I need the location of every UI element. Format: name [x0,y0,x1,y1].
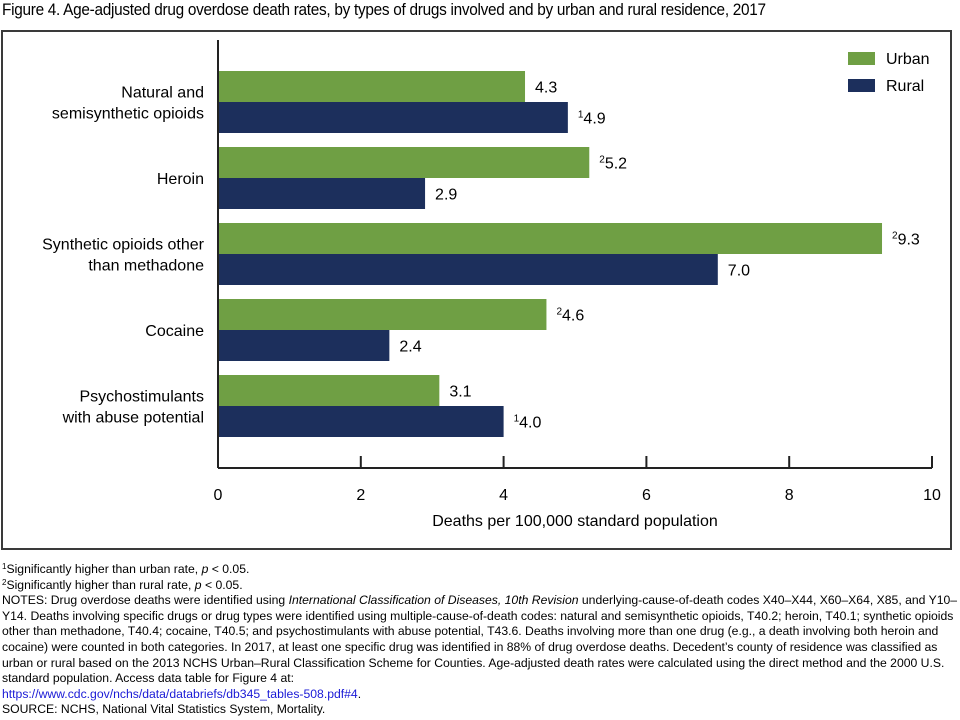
x-tick-label: 4 [499,487,508,504]
legend-label-urban: Urban [886,51,930,68]
value-label-urban: 24.6 [556,307,584,325]
x-axis-title: Deaths per 100,000 standard population [432,513,718,530]
bar-rural [218,102,568,133]
footnote-mark: 2 [599,155,605,166]
bar-chart: Natural and semisynthetic opioids4.314.9H… [42,40,941,530]
bar-rural [218,406,504,437]
value-label-rural: 2.4 [399,339,421,356]
value-label-urban: 3.1 [449,384,471,401]
category-label-line: Synthetic opioids other [42,237,205,254]
notes-icd-title: International Classification of Diseases… [288,593,579,608]
link-tail: . [357,686,362,701]
category-label: Synthetic opioids other than methadone [42,237,205,275]
footnote-mark: 1 [514,414,520,425]
footnote-mark: 1 [578,110,584,121]
x-axis: 0 2 4 6 8 10 Deaths per 100,000 standard popul… [214,40,941,530]
x-tick-label: 8 [785,487,794,504]
value-text: 4.9 [583,111,605,128]
footnote-2: 2Significantly higher than rural rate, p… [2,578,958,594]
category-label: Heroin [157,171,204,188]
footnote-2-p: p [194,577,202,592]
legend-label-rural: Rural [886,78,924,95]
data-table-link[interactable]: https://www.cdc.gov/nchs/data/databriefs… [2,686,358,701]
value-label-rural: 14.9 [578,110,606,128]
bar-rural [218,178,426,209]
bar-rural [218,330,390,361]
x-tick-label: 0 [214,487,223,504]
footnote-1-mark: 1 [2,562,7,571]
footnote-2-mark: 2 [2,577,7,587]
bar-rural [218,254,718,285]
category-label-line: than methadone [88,258,204,275]
category-label: Natural and semisynthetic opioids [52,85,204,123]
footnotes: 1Significantly higher than urban rate, p… [2,562,958,718]
labels-layer: Natural and semisynthetic opioids4.314.9H… [42,80,920,432]
value-label-rural: 7.0 [728,263,750,280]
footnote-mark: 2 [892,231,898,242]
category-label: Psychostimulants with abuse potential [62,389,204,427]
value-text: 5.2 [605,156,627,173]
bars-layer [218,71,883,437]
notes-lead: NOTES: Drug overdose deaths were identif… [2,593,289,608]
source-line: SOURCE: NCHS, National Vital Statistics … [2,702,326,717]
category-label-line: Heroin [157,171,204,188]
footnote-2-tail: < 0.05. [201,577,243,592]
footnote-1-text: Significantly higher than urban rate, [6,562,202,576]
x-tick-label: 2 [356,487,365,504]
notes-body: underlying-cause-of-death codes X40–X44,… [2,593,958,686]
value-text: 4.6 [562,308,584,325]
footnote-mark: 2 [556,307,562,318]
legend-swatch-rural [848,79,875,92]
figure-title: Figure 4. Age-adjusted drug overdose dea… [2,1,766,19]
x-tick-label: 6 [642,487,651,504]
notes-paragraph: NOTES: Drug overdose deaths were identif… [2,593,958,702]
bar-urban [218,71,526,102]
value-text: 9.3 [898,232,920,249]
category-label-line: Cocaine [145,323,204,340]
legend: Urban Rural [848,51,930,95]
footnote-1: 1Significantly higher than urban rate, p… [2,562,958,578]
category-label-line: Psychostimulants [80,389,205,406]
value-text: 4.0 [519,415,541,432]
category-label: Cocaine [145,323,204,340]
category-label-line: semisynthetic opioids [52,106,204,123]
bar-urban [218,147,590,178]
category-label-line: with abuse potential [62,410,204,427]
x-tick-label: 10 [923,487,941,504]
bar-urban [218,223,883,254]
value-label-urban: 29.3 [892,231,920,249]
value-label-urban: 4.3 [535,80,557,97]
footnote-1-p: p [201,562,209,576]
chart-frame [1,30,952,550]
value-label-rural: 14.0 [514,414,542,432]
category-label-line: Natural and [121,85,204,102]
bar-urban [218,299,547,330]
value-label-rural: 2.9 [435,187,457,204]
footnote-2-text: Significantly higher than rural rate, [6,577,195,592]
legend-swatch-urban [848,52,875,65]
bar-urban [218,375,440,406]
value-label-urban: 25.2 [599,155,627,173]
footnote-1-tail: < 0.05. [208,562,250,576]
